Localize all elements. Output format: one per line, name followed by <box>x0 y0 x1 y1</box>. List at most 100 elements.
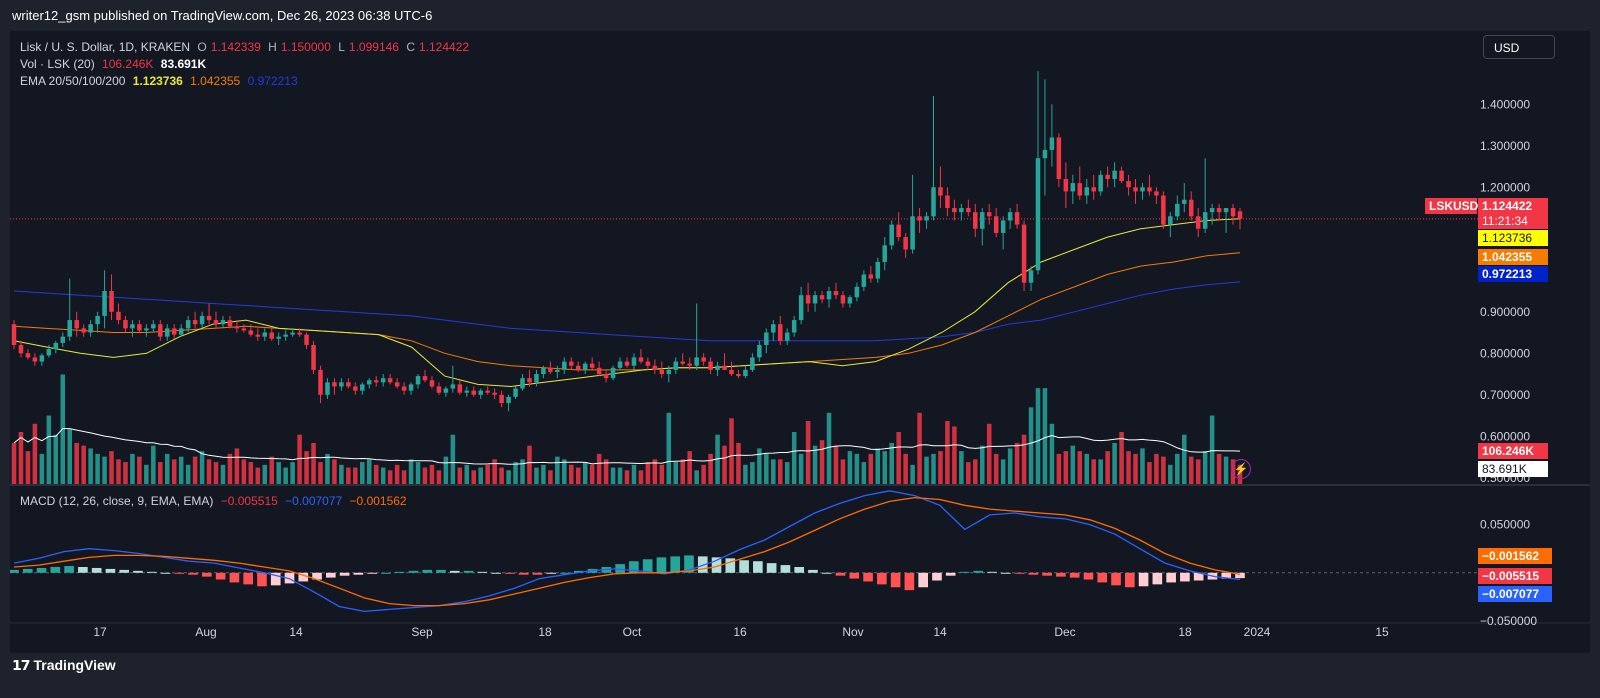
candle-body <box>1195 216 1201 229</box>
candle <box>1126 174 1131 196</box>
candle-body <box>1042 149 1048 159</box>
macd-hist-bar <box>753 561 763 573</box>
candle-body <box>819 295 825 300</box>
volume-bar <box>589 464 595 484</box>
volume-bar <box>722 445 727 484</box>
candle <box>255 328 261 341</box>
volume-bar <box>450 434 456 484</box>
lightning-icon[interactable]: ⚡ <box>1231 459 1251 479</box>
macd-hist-bar <box>945 572 956 576</box>
macd-hist-bar <box>890 572 901 588</box>
candle-body <box>1147 187 1152 192</box>
candle <box>304 332 309 350</box>
volume-bar <box>1126 451 1131 484</box>
candle <box>645 357 651 370</box>
macd-hist-bar <box>1014 572 1025 574</box>
candle-body <box>102 291 107 316</box>
candle-body <box>262 332 268 337</box>
volume-bar <box>631 464 637 484</box>
macd-hist-bar <box>711 557 722 573</box>
candle <box>401 382 407 395</box>
candle <box>952 199 957 221</box>
volume-bar <box>297 434 302 484</box>
candle <box>318 365 323 404</box>
legend-volume-value: 106.246K <box>102 57 154 71</box>
legend-close-value: 1.124422 <box>419 40 470 54</box>
candle-body <box>123 320 128 329</box>
macd-hist-tag: −0.005515 <box>1478 568 1552 584</box>
candle-body <box>304 334 309 345</box>
candle <box>39 353 45 366</box>
candle <box>1035 71 1041 275</box>
candle <box>60 332 66 348</box>
volume-bar <box>25 451 31 484</box>
volume-bar <box>478 467 483 484</box>
candle <box>624 357 630 368</box>
candle <box>743 365 748 379</box>
candle-body <box>798 295 804 321</box>
candle <box>736 369 741 379</box>
volume-bar <box>1042 388 1048 484</box>
macd-hist-bar <box>78 567 88 573</box>
candle-body <box>1182 199 1187 204</box>
volume-bar <box>764 453 769 484</box>
candle-body <box>1140 187 1145 192</box>
candle <box>422 369 428 383</box>
candle-body <box>979 212 985 229</box>
candle-body <box>534 374 539 383</box>
candle-body <box>436 386 442 393</box>
ema-lines <box>13 218 1241 388</box>
volume-bar <box>1098 459 1103 484</box>
candle <box>346 378 351 389</box>
volume-bar <box>1188 456 1194 484</box>
macd-hist-bar <box>463 570 474 573</box>
candle <box>436 382 442 395</box>
candle <box>575 361 581 372</box>
macd-hist-bar <box>188 572 198 575</box>
candle-body <box>680 361 685 364</box>
volume-bar <box>805 421 811 484</box>
candle <box>339 378 344 391</box>
volume-bar <box>109 451 114 484</box>
candle <box>1091 174 1096 200</box>
candle-body <box>882 245 888 262</box>
candle <box>979 208 985 246</box>
volume-bar <box>457 467 463 484</box>
tradingview-logo[interactable]: 𝟭𝟳 TradingView <box>12 657 116 674</box>
candle-body <box>492 392 497 395</box>
volume-bar <box>791 431 797 484</box>
price-tick-label: 1.300000 <box>1480 139 1530 153</box>
candle-body <box>617 361 623 368</box>
time-tick-label: Sep <box>411 625 433 639</box>
volume-bar <box>931 453 936 484</box>
macd-hist-bar <box>436 569 446 573</box>
macd-hist-bar <box>505 572 515 574</box>
candle-body <box>464 390 470 393</box>
volume-bar <box>687 451 692 484</box>
candle <box>415 374 421 389</box>
chart-canvas[interactable]: 1.400000 1.300000 1.200000 0.900000 0.800000… <box>10 31 1590 653</box>
candle-body <box>1098 174 1103 192</box>
macd-hist-bar <box>105 568 116 573</box>
volume-bar <box>39 453 45 484</box>
candle <box>875 257 881 283</box>
candle <box>1237 208 1243 230</box>
chart-area[interactable]: 1.400000 1.300000 1.200000 0.900000 0.800000… <box>10 31 1590 653</box>
candle-body <box>53 342 59 350</box>
candle-body <box>993 216 999 233</box>
candle-body <box>1230 208 1236 217</box>
macd-hist-bar <box>959 571 970 573</box>
currency-button[interactable]: USD <box>1483 35 1555 59</box>
candle-body <box>875 261 881 279</box>
candle-body <box>575 365 581 370</box>
macd-hist-bar <box>849 572 860 579</box>
volume-bar <box>262 464 268 484</box>
candle <box>276 332 281 345</box>
candle <box>638 349 644 364</box>
volume-bar <box>743 464 748 484</box>
volume-ma-tag: 83.691K <box>1478 461 1548 477</box>
candle <box>1209 203 1215 225</box>
candle <box>248 324 254 337</box>
macd-hist-bar <box>518 572 529 575</box>
candle-body <box>206 315 212 321</box>
